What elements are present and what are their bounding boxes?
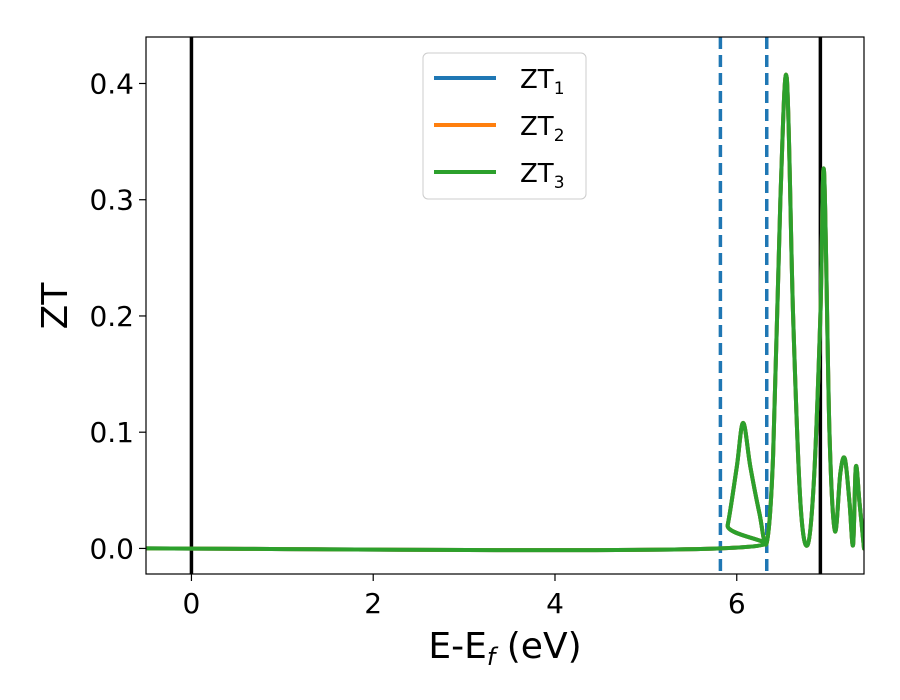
x-axis-label-unit: (eV) bbox=[495, 626, 581, 667]
x-tick-label: 0 bbox=[183, 587, 201, 620]
x-tick-label: 2 bbox=[364, 587, 382, 620]
plot-frame bbox=[145, 36, 865, 575]
legend-label-1: ZT1 bbox=[520, 65, 565, 99]
legend-box bbox=[422, 52, 587, 200]
y-tick-label: 0.0 bbox=[89, 532, 134, 565]
series-line-3 bbox=[146, 72, 864, 553]
x-tick-label: 6 bbox=[728, 587, 746, 620]
y-tick-label: 0.3 bbox=[89, 184, 134, 217]
y-tick-label: 0.4 bbox=[89, 67, 134, 100]
x-axis: 0 2 4 6 bbox=[183, 574, 746, 620]
series-layer bbox=[146, 72, 864, 553]
y-axis-label: ZT bbox=[35, 282, 76, 330]
x-tick-label: 4 bbox=[546, 587, 564, 620]
legend-label-2: ZT2 bbox=[520, 112, 565, 146]
x-axis-label-main: E-E bbox=[428, 626, 486, 667]
y-axis: 0.0 0.1 0.2 0.3 0.4 bbox=[89, 67, 146, 565]
y-tick-label: 0.1 bbox=[89, 416, 134, 449]
legend: ZT1 ZT2 ZT3 bbox=[422, 52, 587, 200]
y-tick-label: 0.2 bbox=[89, 300, 134, 333]
legend-label-3: ZT3 bbox=[520, 159, 565, 193]
x-axis-label: E-Ef (eV) bbox=[428, 626, 581, 671]
